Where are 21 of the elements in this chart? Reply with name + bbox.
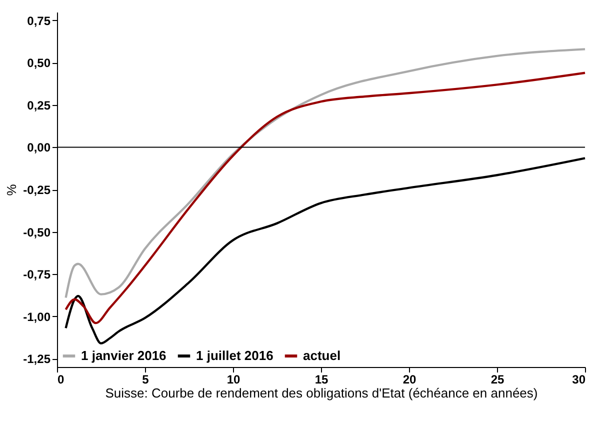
- y-tick-label: -0,50: [23, 225, 51, 240]
- legend-label: actuel: [303, 348, 341, 363]
- y-tick-label: 0,50: [27, 56, 51, 70]
- y-tick-label: -0,25: [23, 183, 51, 197]
- x-tick-label: 0: [58, 372, 64, 386]
- y-tick-label: 0,00: [27, 140, 51, 155]
- y-axis-title: %: [4, 184, 20, 196]
- x-tick-label: 20: [402, 372, 416, 386]
- x-axis-title: Suisse: Courbe de rendement des obligations d'Etat (échéance en années): [105, 386, 538, 400]
- y-tick-label: -1,25: [23, 352, 51, 366]
- x-tick-label: 25: [490, 372, 504, 386]
- legend-label: 1 janvier 2016: [81, 348, 166, 363]
- x-tick-label: 15: [314, 372, 328, 386]
- y-tick-label: -0,75: [23, 268, 51, 282]
- y-tick-label: 0,75: [27, 14, 51, 28]
- x-tick-label: 5: [142, 372, 150, 386]
- y-tick-label: 0,25: [27, 98, 51, 112]
- y-tick-label: -1,00: [23, 310, 51, 324]
- x-tick-label: 30: [572, 372, 586, 386]
- legend-label: 1 juillet 2016: [196, 348, 274, 363]
- x-tick-label: 10: [226, 372, 240, 386]
